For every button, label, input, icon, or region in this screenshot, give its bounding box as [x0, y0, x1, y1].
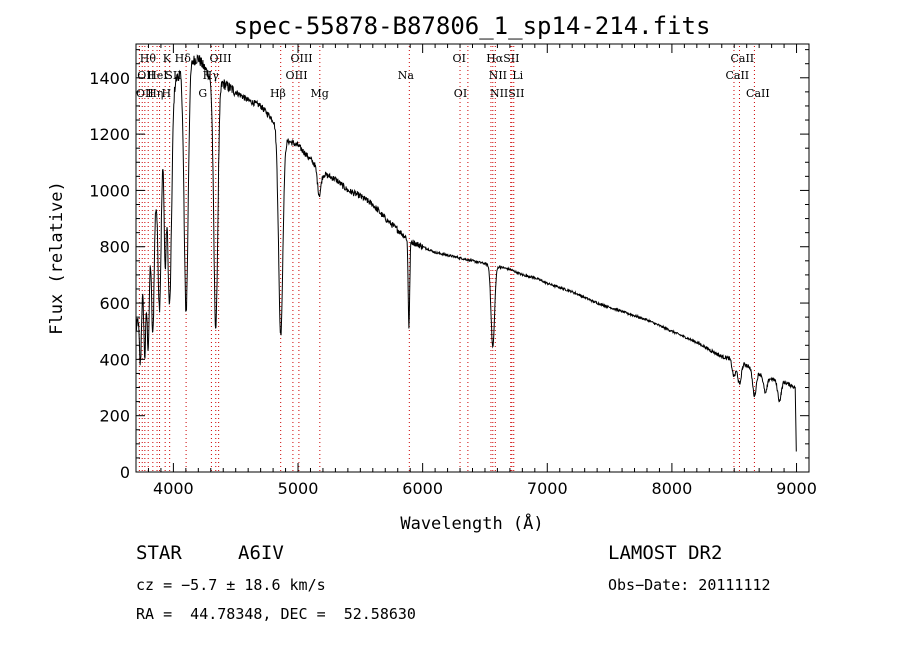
x-tick-label-0: 4000 [153, 479, 194, 498]
observation-date: Obs−Date: 20111112 [608, 576, 771, 594]
coordinates: RA = 44.78348, DEC = 52.58630 [136, 605, 416, 623]
x-tick-label-3: 7000 [527, 479, 568, 498]
y-tick-label-3: 600 [99, 294, 130, 313]
line-label-4: OIII [291, 52, 313, 65]
line-label-5: OI [453, 52, 466, 65]
y-tick-label-5: 1000 [89, 181, 130, 200]
line-label-22: Mg [310, 87, 328, 100]
y-tick-label-1: 200 [99, 407, 130, 426]
line-label-14: NII [489, 69, 507, 82]
chart-title: spec-55878-B87806_1_sp14-214.fits [234, 12, 711, 40]
y-tick-label-7: 1400 [89, 69, 130, 88]
y-tick-label-6: 1200 [89, 125, 130, 144]
line-label-19: H [162, 87, 172, 100]
line-label-9: HeI [147, 69, 167, 82]
line-label-1: K [163, 52, 172, 65]
line-label-6: HαSII [486, 52, 519, 65]
x-axis-ticks: 4000 5000 6000 7000 8000 9000 [135, 44, 817, 498]
line-label-17: OII [136, 87, 154, 100]
line-label-11: Hγ [203, 69, 220, 82]
y-tick-label-2: 400 [99, 350, 130, 369]
x-tick-label-1: 5000 [278, 479, 319, 498]
y-tick-label-4: 800 [99, 238, 130, 257]
x-tick-label-2: 6000 [402, 479, 443, 498]
line-label-15: Li [512, 69, 523, 82]
line-label-21: Hβ [270, 87, 286, 100]
object-class: STAR [136, 542, 182, 564]
line-label-12: OIII [286, 69, 308, 82]
survey-name: LAMOST DR2 [608, 542, 723, 564]
x-axis-label: Wavelength (Å) [400, 512, 543, 534]
line-label-2: Hδ [175, 52, 192, 65]
spectrum-line [135, 54, 797, 452]
line-label-13: Na [398, 69, 415, 82]
line-label-23: OI [454, 87, 467, 100]
x-tick-label-4: 8000 [652, 479, 693, 498]
line-label-20: G [198, 87, 207, 100]
line-label-18: Hη [147, 87, 163, 100]
plot-frame [135, 43, 810, 473]
emission-line-markers [138, 46, 755, 472]
y-tick-label-0: 0 [120, 463, 130, 482]
line-label-0: Hθ [140, 52, 157, 65]
line-label-3: OIII [210, 52, 232, 65]
y-axis-label: Flux (relative) [47, 181, 67, 335]
line-label-16: CaII [725, 69, 749, 82]
line-label-24: NIISII [490, 87, 525, 100]
object-subclass: A6IV [238, 542, 284, 564]
line-label-8: OII [137, 69, 155, 82]
redshift-info: cz = −5.7 ± 18.6 km/s [136, 576, 326, 594]
x-tick-label-5: 9000 [776, 479, 817, 498]
y-axis-ticks: 0 200 400 600 800 1000 1200 1400 [89, 49, 809, 482]
line-label-7: CaII [730, 52, 754, 65]
line-label-25: CaII [746, 87, 770, 100]
